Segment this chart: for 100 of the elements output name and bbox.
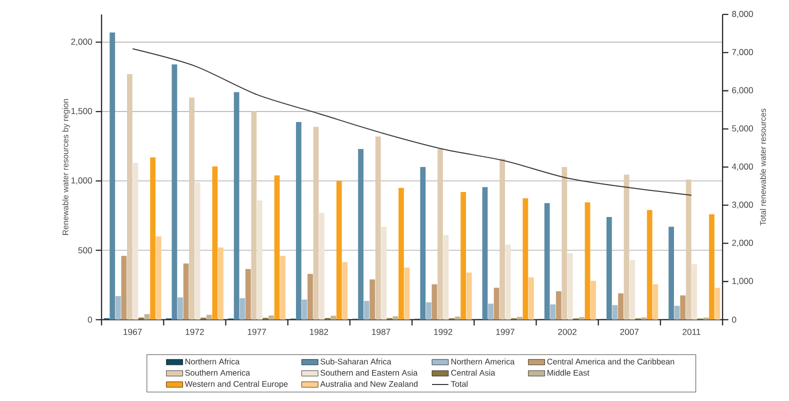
x-tick-label: 1977 [248, 329, 266, 336]
y2-tick-label: 3,000 [732, 202, 753, 209]
bar [234, 92, 240, 320]
bar [319, 213, 324, 320]
legend-label: Northern America [451, 358, 515, 365]
bar [686, 180, 692, 320]
y-axis-title: Renewable water resources by region [62, 99, 70, 236]
bar [127, 74, 132, 320]
x-tick-label: 1987 [372, 329, 390, 336]
y2-tick-label: 1,000 [732, 278, 753, 286]
bar [404, 268, 410, 320]
bar [590, 281, 596, 320]
bar [183, 264, 189, 320]
y-tick-label: 2,000 [71, 38, 92, 46]
bar [280, 256, 286, 320]
bar [132, 163, 138, 320]
bar [178, 298, 183, 320]
bar [482, 187, 488, 320]
bar [652, 284, 658, 320]
bar [562, 167, 568, 320]
bar [150, 158, 156, 320]
bar [556, 291, 562, 320]
legend-label: Middle East [547, 370, 590, 376]
bar [245, 269, 251, 320]
bar [494, 288, 500, 320]
bar [364, 301, 370, 320]
bar [256, 200, 262, 320]
x-tick-label: 2007 [620, 329, 639, 336]
bar [110, 32, 116, 320]
legend-label: Sub-Saharan Africa [320, 358, 392, 365]
bar [522, 198, 528, 320]
bar [516, 317, 522, 320]
bar [618, 294, 624, 320]
bar [251, 112, 257, 320]
bar [528, 278, 534, 320]
y2-axis-title: Total renewable water resources [760, 108, 766, 226]
bar [172, 64, 178, 320]
bar [454, 316, 460, 320]
bar [612, 305, 618, 320]
bar [500, 158, 506, 320]
bar [342, 262, 348, 320]
x-tick-label: 1997 [496, 329, 514, 336]
bar [381, 226, 387, 320]
y-tick-label: 500 [78, 247, 92, 254]
x-tick-label: 2002 [558, 329, 576, 336]
bar [206, 315, 212, 320]
bar [308, 274, 313, 320]
bar [336, 181, 342, 320]
bar [466, 272, 472, 320]
y-tick-label: 0 [88, 316, 92, 323]
bar [438, 149, 443, 320]
bar [714, 288, 720, 320]
bar [567, 253, 573, 320]
line-series [132, 48, 692, 196]
bar [370, 280, 376, 320]
bar [330, 316, 336, 320]
legend-label: Northern Africa [186, 358, 240, 365]
bar [584, 202, 590, 320]
bar [375, 136, 381, 320]
bar [505, 244, 511, 320]
bar [432, 284, 438, 320]
bar [194, 182, 200, 320]
bar [144, 314, 150, 320]
x-tick-label: 1992 [434, 329, 452, 336]
bar [680, 296, 686, 320]
bar [579, 317, 584, 320]
bar [115, 296, 121, 320]
y2-tick-label: 6,000 [732, 87, 753, 95]
bar [268, 316, 274, 320]
bar [218, 248, 224, 320]
bar [630, 260, 635, 320]
bar [606, 217, 612, 320]
bar [426, 302, 432, 320]
bar [550, 304, 556, 320]
x-tick-label: 2011 [682, 329, 700, 336]
bar [156, 236, 162, 320]
y2-tick-label: 5,000 [732, 126, 753, 133]
bar [398, 188, 404, 320]
legend-label: Southern America [185, 370, 250, 376]
y-tick-label: 1,000 [71, 178, 92, 185]
bar [692, 264, 698, 320]
bar [212, 166, 218, 320]
bar [624, 174, 630, 320]
y2-tick-label: 8,000 [732, 11, 753, 18]
legend-label: Central America and the Caribbean [547, 358, 674, 365]
y2-tick-label: 4,000 [732, 164, 753, 171]
x-tick-label: 1982 [310, 329, 328, 336]
bar [544, 203, 550, 320]
bar [189, 98, 194, 320]
legend-label: Central Asia [451, 370, 496, 376]
x-tick-label: 1972 [186, 329, 204, 336]
legend-label: Australia and New Zealand [320, 381, 418, 388]
bar [668, 226, 674, 320]
legend-label: Southern and Eastern Asia [320, 370, 418, 376]
y2-tick-label: 7,000 [732, 49, 753, 56]
y2-tick-label: 2,000 [732, 240, 753, 248]
legend-label: Total [450, 381, 468, 388]
bar [313, 127, 319, 320]
bar [358, 149, 364, 320]
bar [420, 167, 426, 320]
